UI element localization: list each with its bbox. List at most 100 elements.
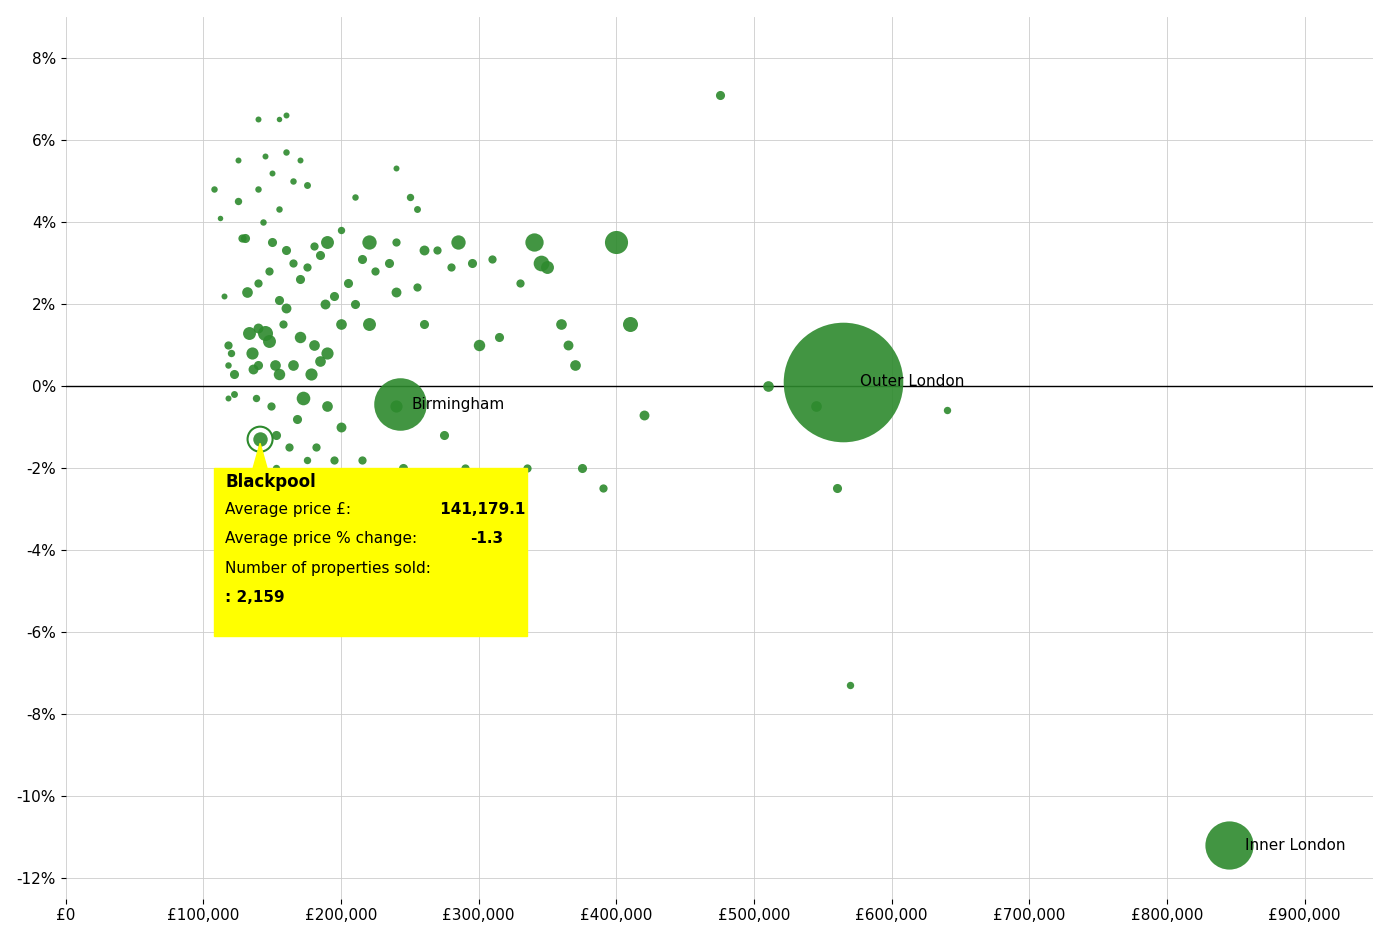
Point	[208, 211, 231, 226]
Point	[203, 181, 225, 196]
Point	[238, 325, 260, 340]
Point	[231, 230, 253, 245]
Point	[537, 259, 559, 274]
Polygon shape	[253, 444, 267, 468]
Point	[420, 567, 442, 582]
Point	[260, 399, 282, 414]
Point	[296, 259, 318, 274]
Text: : 2,159: : 2,159	[225, 590, 285, 605]
Point	[495, 481, 517, 496]
Point	[316, 399, 338, 414]
Point	[396, 575, 418, 590]
Point	[236, 284, 259, 299]
Point	[268, 112, 291, 127]
Point	[222, 366, 245, 381]
Point	[247, 275, 270, 290]
Point	[329, 223, 352, 238]
Point	[289, 329, 311, 344]
Point	[227, 152, 249, 167]
Point	[357, 317, 379, 332]
Point	[840, 678, 862, 693]
Point	[249, 431, 271, 446]
Point	[385, 235, 407, 250]
Point	[296, 178, 318, 193]
Text: Outer London: Outer London	[860, 374, 965, 389]
Point	[259, 263, 281, 278]
Point	[259, 333, 281, 348]
Point	[247, 112, 270, 127]
Point	[217, 337, 239, 352]
Point	[420, 473, 442, 488]
Text: Inner London: Inner London	[1245, 838, 1346, 853]
Point	[289, 152, 311, 167]
Point	[213, 288, 235, 303]
Point	[316, 346, 338, 361]
Point	[460, 256, 482, 271]
Point	[265, 428, 288, 443]
Point	[300, 366, 322, 381]
Point	[399, 190, 421, 205]
Point	[279, 481, 302, 496]
Point	[441, 259, 463, 274]
Point	[488, 329, 510, 344]
Point	[343, 190, 366, 205]
Point	[329, 317, 352, 332]
Point	[247, 321, 270, 336]
Point	[406, 202, 428, 217]
Point	[357, 468, 379, 483]
Point	[434, 617, 456, 632]
Point	[509, 275, 531, 290]
Point	[557, 337, 580, 352]
Point	[240, 346, 263, 361]
Point	[268, 202, 291, 217]
Point	[322, 288, 345, 303]
Point	[272, 317, 295, 332]
Point	[245, 391, 267, 406]
Point	[264, 358, 286, 373]
Point	[275, 107, 297, 122]
Point	[329, 419, 352, 434]
Point	[310, 353, 332, 368]
Point	[268, 292, 291, 307]
Point	[467, 337, 489, 352]
Point	[303, 337, 325, 352]
Point	[385, 284, 407, 299]
Point	[282, 256, 304, 271]
Point	[313, 296, 335, 311]
Point	[474, 563, 496, 578]
Point	[220, 346, 242, 361]
Point	[392, 461, 414, 476]
Point	[591, 481, 613, 496]
Point	[306, 440, 328, 455]
Point	[261, 165, 284, 180]
Point	[453, 461, 475, 476]
Point	[530, 256, 552, 271]
Text: Average price £:: Average price £:	[225, 502, 356, 517]
Point	[935, 403, 958, 418]
Point	[275, 301, 297, 316]
Point	[336, 481, 359, 496]
Point	[247, 181, 270, 196]
Text: Birmingham: Birmingham	[411, 397, 505, 412]
Point	[242, 362, 264, 377]
Point	[434, 428, 456, 443]
Point	[413, 317, 435, 332]
Point	[406, 280, 428, 295]
Point	[619, 317, 641, 332]
Point	[289, 272, 311, 287]
Point	[227, 194, 249, 209]
Point	[275, 243, 297, 258]
Point	[265, 461, 288, 476]
Point	[826, 481, 848, 496]
Point	[247, 358, 270, 373]
Point	[282, 358, 304, 373]
Point	[336, 275, 359, 290]
Point	[357, 235, 379, 250]
Point	[371, 481, 393, 496]
Point	[343, 296, 366, 311]
Point	[756, 378, 778, 393]
Point	[268, 366, 291, 381]
Point	[222, 386, 245, 401]
Point	[413, 243, 435, 258]
Point	[378, 501, 400, 516]
